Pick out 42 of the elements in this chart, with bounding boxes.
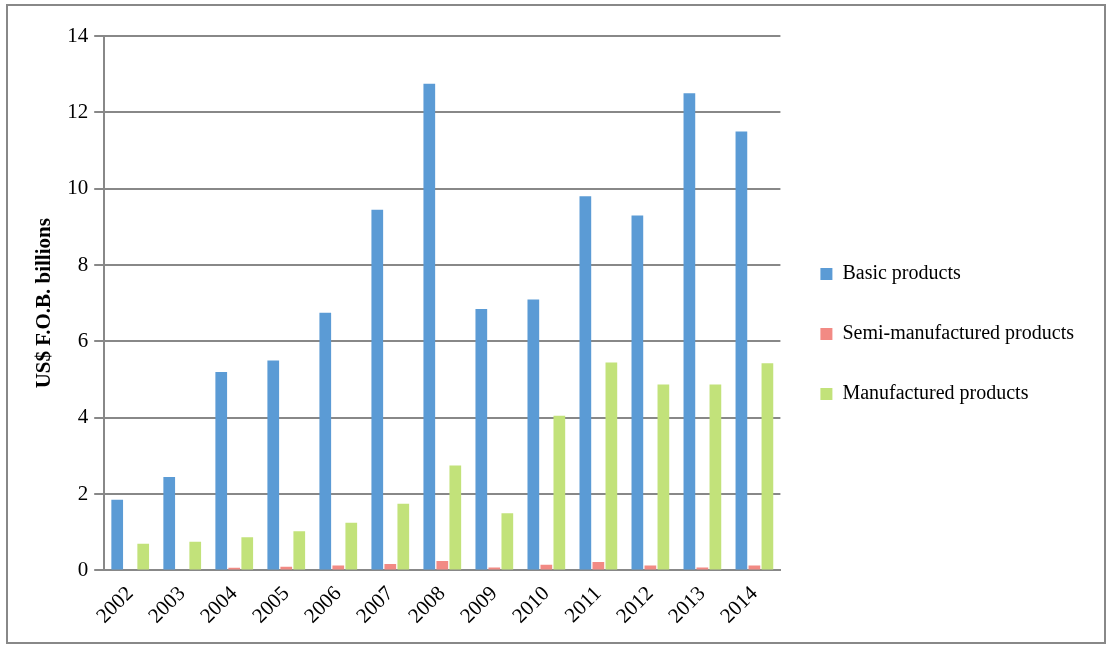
bar — [605, 362, 618, 570]
y-tick-label: 8 — [77, 251, 89, 276]
bar — [501, 513, 514, 570]
bar — [436, 560, 449, 570]
bar — [657, 384, 670, 570]
bar — [488, 567, 501, 570]
bar — [475, 308, 488, 570]
bar — [696, 567, 709, 570]
bar — [189, 541, 202, 570]
bar — [137, 543, 150, 570]
legend-label: Basic products — [842, 261, 961, 285]
y-tick-label: 0 — [77, 557, 89, 581]
bar — [735, 131, 748, 570]
bar — [111, 499, 124, 570]
y-tick-label: 10 — [67, 175, 89, 200]
legend-label: Manufactured products — [842, 381, 1029, 405]
bar — [709, 384, 722, 570]
bar — [683, 93, 696, 570]
y-tick-label: 6 — [77, 327, 89, 352]
y-tick-label: 4 — [77, 404, 89, 429]
bar — [761, 363, 774, 570]
legend-label: Semi-manufactured products — [842, 321, 1075, 345]
bar — [371, 209, 384, 570]
bar — [527, 299, 540, 570]
bar — [579, 196, 592, 570]
bar — [345, 522, 358, 570]
bar — [267, 360, 280, 570]
bar — [319, 312, 332, 570]
y-tick-label: 12 — [67, 98, 89, 123]
bar — [241, 537, 254, 570]
bar — [397, 503, 410, 570]
bar — [384, 563, 397, 570]
bar — [449, 465, 462, 570]
y-tick-label: 2 — [77, 480, 89, 505]
bar — [293, 531, 306, 570]
bar — [215, 371, 228, 570]
bar — [631, 215, 644, 570]
bar — [423, 83, 436, 570]
bar — [163, 476, 176, 570]
y-tick-label: 14 — [67, 22, 89, 47]
y-axis-title: US$ F.O.B. billions — [31, 218, 56, 389]
bar — [553, 415, 566, 570]
